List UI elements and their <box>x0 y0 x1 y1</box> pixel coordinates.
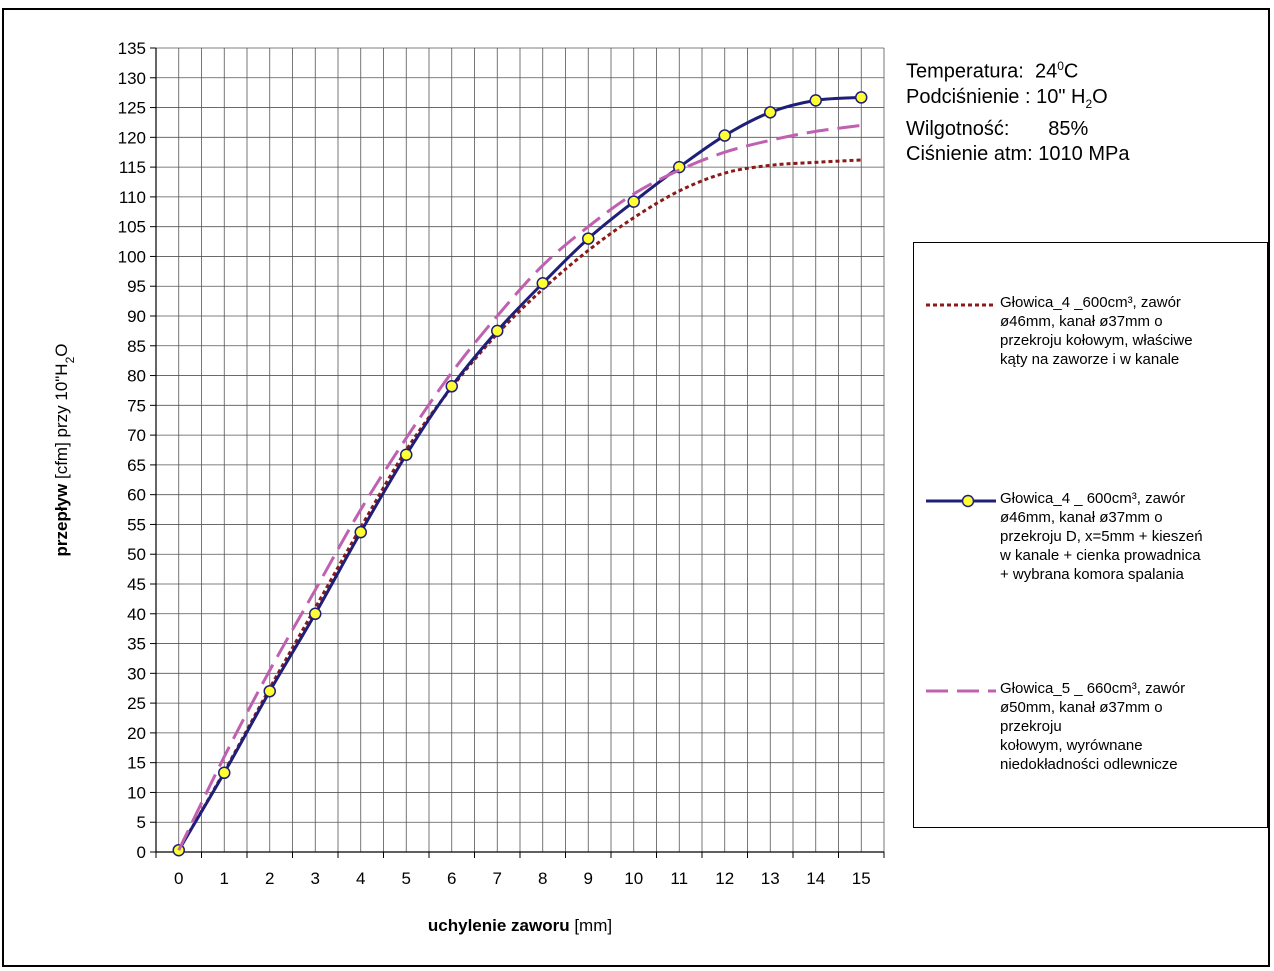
test-conditions: Temperatura: 240C Podciśnienie : 10" H2O… <box>906 54 1129 167</box>
vacuum-line: Podciśnienie : 10" H2O <box>906 85 1108 111</box>
y-tick-label: 45 <box>127 575 146 594</box>
series-2-point <box>582 232 595 245</box>
y-tick-label: 20 <box>127 724 146 743</box>
series-2-point <box>309 607 322 621</box>
x-tick-label: 1 <box>220 869 229 888</box>
y-tick-label: 5 <box>137 813 146 832</box>
y-tick-label: 40 <box>127 605 146 624</box>
series-2-point <box>536 276 549 290</box>
y-tick-label: 80 <box>127 367 146 386</box>
x-tick-label: 11 <box>670 869 688 888</box>
series-line-3 <box>177 123 862 851</box>
series-2-point <box>218 766 231 780</box>
x-tick-label: 3 <box>311 869 320 888</box>
x-axis-title-bold: uchylenie zaworu <box>428 916 570 935</box>
series-layer <box>172 91 868 857</box>
legend: Głowica_4 _600cm³, zawór ø46mm, kanał ø3… <box>913 242 1268 828</box>
x-tick-label: 4 <box>356 869 365 888</box>
x-tick-label: 13 <box>761 869 780 888</box>
x-tick-label: 7 <box>493 869 502 888</box>
y-tick-label: 55 <box>127 515 146 534</box>
y-axis-title-sub: 2 <box>63 356 77 363</box>
y-axis-title-rest: [cfm] przy 10"H <box>52 363 71 483</box>
series-2-point <box>855 91 868 104</box>
series-2-point <box>627 195 640 208</box>
y-tick-label: 110 <box>119 188 146 207</box>
x-axis-title-rest: [mm] <box>570 916 613 935</box>
x-tick-label: 12 <box>715 869 734 888</box>
y-tick-label: 15 <box>127 754 146 773</box>
y-axis-title: przepływ [cfm] przy 10"H2O <box>52 343 77 556</box>
y-tick-label: 100 <box>118 247 146 266</box>
x-tick-label: 2 <box>265 869 274 888</box>
y-tick-label: 90 <box>127 307 146 326</box>
y-tick-label: 95 <box>127 277 146 296</box>
humidity-line: Wilgotność: 85% <box>906 117 1089 140</box>
series-2-point <box>809 94 822 107</box>
grid <box>155 47 885 853</box>
y-axis-title-bold: przepływ <box>52 483 71 557</box>
x-tick-label: 9 <box>584 869 593 888</box>
legend-text-3: Głowica_5 _ 660cm³, zawór ø50mm, kanał ø… <box>1000 680 1186 773</box>
tick-labels: 0510152025303540455055606570758085909510… <box>118 39 871 888</box>
y-tick-label: 70 <box>127 426 146 445</box>
series-2-point <box>764 106 777 119</box>
legend-swatch-dotted <box>926 303 996 307</box>
x-axis-title: uchylenie zaworu [mm] <box>428 916 612 935</box>
y-tick-label: 125 <box>118 99 146 118</box>
x-tick-label: 8 <box>538 869 547 888</box>
y-tick-label: 85 <box>127 337 146 356</box>
y-tick-label: 0 <box>137 843 146 862</box>
y-tick-label: 10 <box>127 783 146 802</box>
y-tick-label: 120 <box>118 128 146 147</box>
axes <box>150 47 885 858</box>
y-tick-label: 35 <box>127 635 146 654</box>
series-2-point <box>491 324 504 338</box>
legend-swatch-solid-marker <box>926 494 996 508</box>
x-tick-label: 6 <box>447 869 456 888</box>
legend-swatch-dashed <box>926 689 996 693</box>
y-tick-label: 115 <box>119 158 146 177</box>
x-tick-label: 15 <box>852 869 871 888</box>
y-tick-label: 105 <box>118 218 146 237</box>
temperature-line: Temperatura: 240C <box>906 59 1079 83</box>
y-tick-label: 60 <box>127 486 146 505</box>
series-2-point <box>354 525 367 539</box>
y-axis-title-end: O <box>52 343 71 356</box>
x-tick-label: 5 <box>402 869 411 888</box>
x-tick-label: 0 <box>174 869 183 888</box>
y-tick-label: 50 <box>127 545 146 564</box>
series-2-point <box>263 684 276 698</box>
x-tick-label: 10 <box>624 869 643 888</box>
y-tick-label: 65 <box>127 456 146 475</box>
y-tick-label: 135 <box>118 39 146 58</box>
series-2-point <box>718 129 731 142</box>
x-tick-label: 14 <box>806 869 825 888</box>
legend-text-2: Głowica_4 _ 600cm³, zawór ø46mm, kanał ø… <box>1000 490 1203 583</box>
series-2-point <box>445 380 458 393</box>
y-tick-label: 130 <box>118 69 146 88</box>
y-tick-label: 75 <box>127 396 146 415</box>
pressure-line: Ciśnienie atm: 1010 MPa <box>906 142 1130 165</box>
y-tick-label: 30 <box>127 664 146 683</box>
series-2-point <box>400 448 413 462</box>
legend-text-1: Głowica_4 _600cm³, zawór ø46mm, kanał ø3… <box>1000 294 1193 368</box>
y-tick-label: 25 <box>127 694 146 713</box>
series-line-1 <box>177 158 862 851</box>
